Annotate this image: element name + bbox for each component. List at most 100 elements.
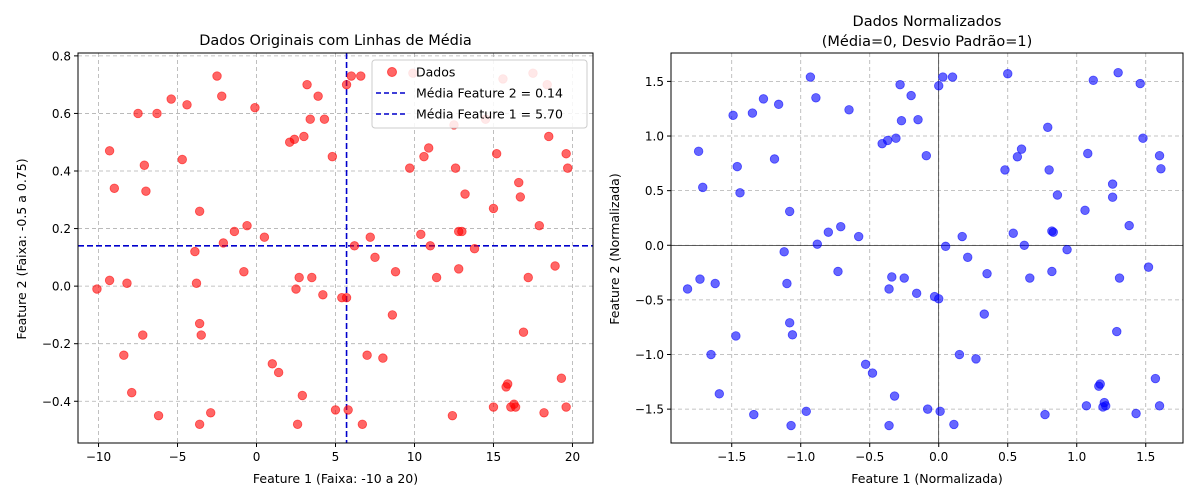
data-point [307,272,317,283]
data-point [779,247,789,257]
chart-original-points [92,68,573,429]
legend-label-mean-feature-1: Média Feature 1 = 5.70 [416,107,563,122]
data-point [177,154,187,165]
data-point [534,220,544,231]
data-point [710,278,720,289]
data-point [365,232,375,242]
data-point [853,231,864,242]
data-point [1154,401,1165,411]
data-point [457,226,467,237]
data-point [431,272,442,283]
data-point [229,226,240,237]
data-point [556,373,567,383]
data-point [784,206,795,217]
data-point [424,143,434,153]
data-point [341,79,352,90]
data-point [884,420,894,431]
legend-label-dados: Dados [416,65,455,80]
data-point [860,359,871,370]
data-point [911,288,922,299]
data-point [356,71,366,81]
x-tick-label: −1.0 [786,450,815,464]
y-tick-label: 0.2 [52,222,71,236]
data-point [196,330,206,340]
data-point [104,146,115,156]
data-point [327,151,338,162]
data-point [561,402,571,412]
data-point [561,149,571,159]
data-point [906,90,916,101]
data-point [812,239,822,249]
data-point [194,419,205,429]
data-point [518,327,529,337]
chart-original-x-axis-label: Feature 1 (Faixa: -10 a 20) [253,471,418,486]
data-point [934,294,944,304]
data-point [1008,228,1018,238]
data-point [747,108,758,118]
data-point [182,100,192,110]
legend-marker-dados [387,67,397,77]
x-tick-label: −0.5 [855,450,884,464]
x-tick-label: 0 [253,450,261,464]
data-point [947,72,958,82]
y-tick-label: −1.0 [635,348,664,362]
data-point [92,284,102,294]
data-point [378,353,388,363]
data-point [190,246,200,257]
data-point [1052,190,1063,200]
data-point [1156,164,1166,174]
x-tick-label: 5 [332,450,340,464]
data-point [299,131,309,142]
data-point [491,149,502,159]
data-point [732,161,742,172]
chart-normalized-points [682,67,1166,431]
y-tick-label: −0.5 [635,293,664,307]
chart-original: Dados Originais com Linhas de Média −10−… [14,33,594,486]
y-tick-label: 0.4 [52,165,71,179]
chart-original-title: Dados Originais com Linhas de Média [199,33,472,49]
data-point [1083,148,1093,159]
data-point [889,391,900,401]
data-point [1150,373,1161,384]
data-point [1143,262,1154,272]
data-point [1043,122,1053,132]
data-point [104,275,115,286]
data-point [1040,409,1050,420]
data-point [539,408,549,418]
chart-normalized-y-axis-label: Feature 2 (Normalizada) [607,173,622,324]
y-tick-label: −0.4 [42,395,71,409]
data-point [341,292,352,303]
data-point [921,150,932,161]
data-point [769,154,780,164]
x-tick-label: 1.5 [1136,450,1155,464]
x-tick-label: −1.5 [717,450,746,464]
data-point [273,367,284,378]
data-point [109,183,120,193]
data-point [954,349,965,360]
data-point [502,379,513,389]
data-point [786,420,796,431]
data-point [205,408,216,418]
data-point [979,309,989,319]
data-point [153,410,164,421]
y-tick-label: 1.5 [645,75,664,89]
data-point [1081,401,1092,411]
data-point [194,318,205,329]
y-tick-label: −1.5 [635,403,664,417]
data-point [1000,165,1010,175]
data-point [1016,144,1027,154]
data-point [133,108,143,119]
data-point [1025,273,1035,283]
data-point [343,405,353,415]
data-point [693,146,704,157]
chart-normalized: Dados Normalizados (Média=0, Desvio Padr… [607,14,1184,486]
data-point [166,94,176,104]
chart-normalized-subtitle: (Média=0, Desvio Padrão=1) [822,34,1032,50]
data-point [387,310,398,320]
data-point [1003,69,1013,79]
data-point [1044,165,1054,175]
data-point [749,409,759,420]
data-point [714,389,725,399]
data-point [782,278,792,289]
